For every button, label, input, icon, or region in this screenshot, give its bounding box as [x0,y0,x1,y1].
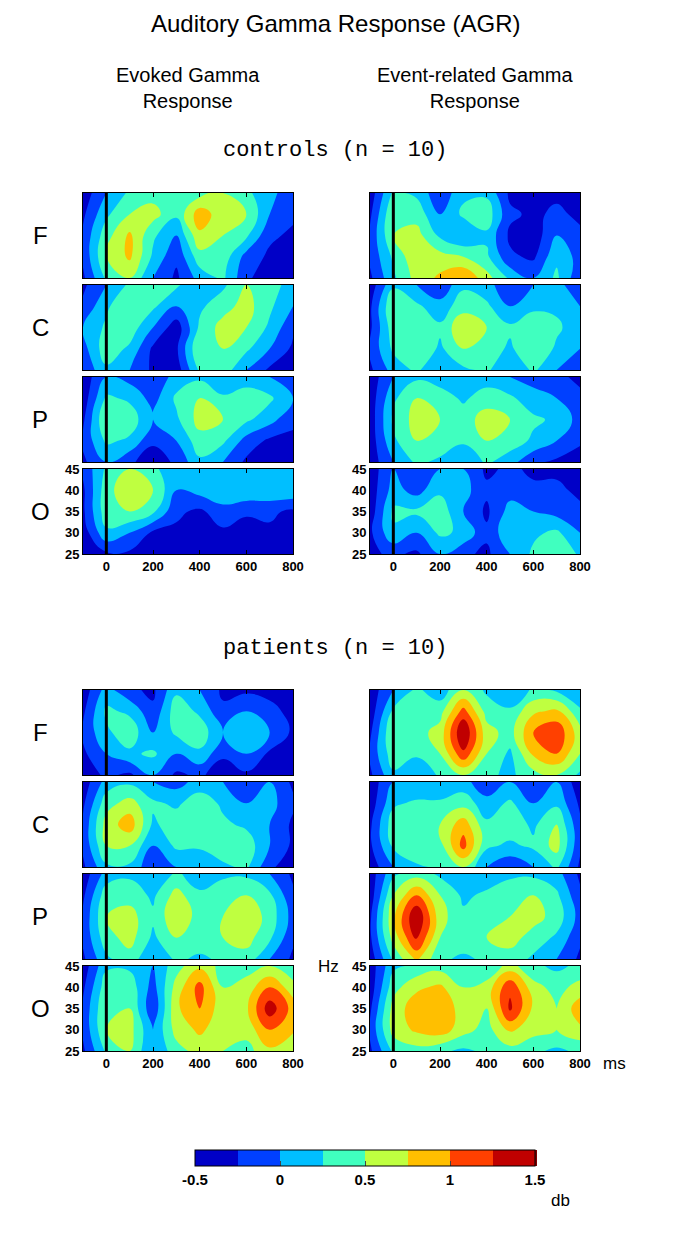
svg-text:400: 400 [476,559,498,574]
svg-text:200: 200 [142,559,164,574]
svg-text:25: 25 [65,1044,79,1059]
svg-text:600: 600 [522,1056,544,1071]
svg-text:1: 1 [446,1171,454,1188]
svg-text:patients (n = 10): patients (n = 10) [223,636,447,661]
svg-text:400: 400 [189,559,211,574]
svg-text:35: 35 [65,1001,79,1016]
svg-text:400: 400 [189,1056,211,1071]
svg-text:25: 25 [352,1044,366,1059]
svg-text:Auditory Gamma Response (AGR): Auditory Gamma Response (AGR) [151,10,520,37]
svg-text:45: 45 [65,959,79,974]
svg-text:600: 600 [235,559,257,574]
svg-text:25: 25 [352,547,366,562]
svg-text:800: 800 [569,1056,591,1071]
svg-text:P: P [32,406,48,433]
svg-text:200: 200 [429,559,451,574]
svg-text:35: 35 [65,504,79,519]
svg-text:40: 40 [65,483,79,498]
svg-text:0: 0 [103,1056,110,1071]
svg-text:800: 800 [282,1056,304,1071]
svg-text:0: 0 [103,559,110,574]
svg-text:Hz: Hz [318,957,339,976]
svg-text:600: 600 [235,1056,257,1071]
svg-text:O: O [31,995,50,1022]
svg-text:600: 600 [522,559,544,574]
svg-text:1.5: 1.5 [525,1171,546,1188]
svg-text:Event-related GammaResponse: Event-related GammaResponse [377,64,574,112]
svg-text:0.5: 0.5 [355,1171,376,1188]
svg-text:45: 45 [352,959,366,974]
svg-text:800: 800 [569,559,591,574]
svg-text:db: db [551,1191,570,1210]
svg-text:200: 200 [142,1056,164,1071]
svg-text:C: C [32,811,49,838]
svg-text:P: P [32,903,48,930]
svg-text:30: 30 [65,1022,79,1037]
svg-text:Evoked GammaResponse: Evoked GammaResponse [116,64,260,112]
svg-text:40: 40 [65,980,79,995]
svg-text:30: 30 [65,525,79,540]
svg-text:45: 45 [65,462,79,477]
svg-text:0: 0 [276,1171,284,1188]
svg-text:800: 800 [282,559,304,574]
svg-text:F: F [33,719,48,746]
svg-text:35: 35 [352,504,366,519]
svg-text:45: 45 [352,462,366,477]
svg-text:30: 30 [352,1022,366,1037]
svg-text:40: 40 [352,483,366,498]
svg-text:35: 35 [352,1001,366,1016]
svg-text:F: F [33,222,48,249]
svg-text:0: 0 [390,1056,397,1071]
svg-text:C: C [32,314,49,341]
svg-text:400: 400 [476,1056,498,1071]
svg-text:0: 0 [390,559,397,574]
svg-text:ms: ms [603,1054,626,1073]
svg-text:O: O [31,498,50,525]
svg-text:-0.5: -0.5 [182,1171,208,1188]
svg-text:controls (n = 10): controls (n = 10) [223,138,447,163]
svg-text:40: 40 [352,980,366,995]
svg-text:200: 200 [429,1056,451,1071]
svg-text:30: 30 [352,525,366,540]
svg-text:25: 25 [65,547,79,562]
